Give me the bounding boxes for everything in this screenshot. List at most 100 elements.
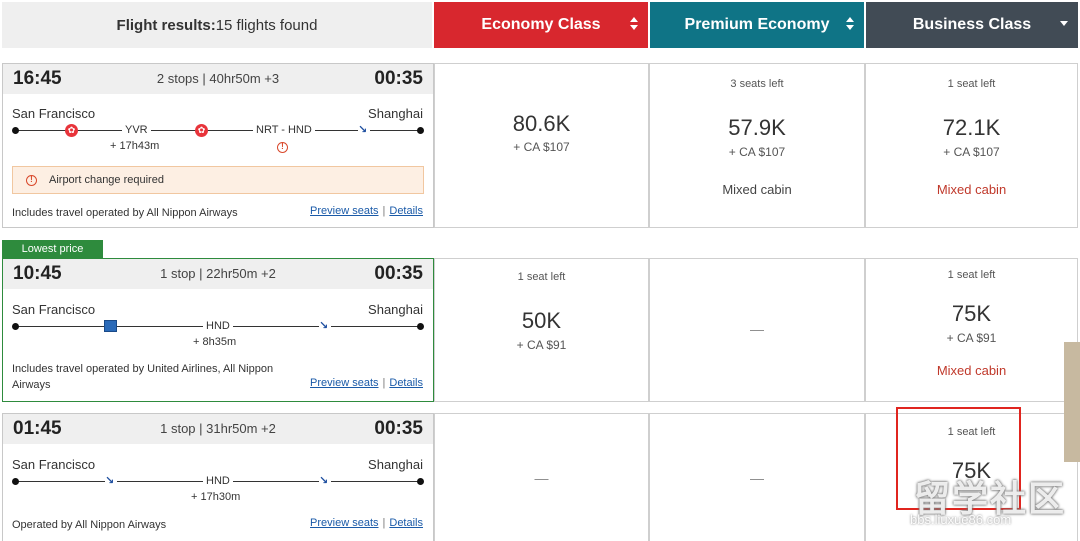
- stops-duration: 1 stop | 22hr50m +2: [160, 266, 276, 281]
- column-business-sort[interactable]: Business Class: [866, 2, 1078, 48]
- seats-left: 1 seat left: [947, 269, 996, 281]
- destination-city: Shanghai: [368, 106, 423, 121]
- preview-seats-link[interactable]: Preview seats: [310, 377, 379, 389]
- flight-card-3[interactable]: 01:45 1 stop | 31hr50m +2 00:35 San Fran…: [2, 413, 434, 541]
- fare-economy-3: —: [434, 413, 649, 541]
- air-canada-logo-icon: ✿: [195, 124, 208, 137]
- watermark-logo: 留学社区: [914, 479, 1067, 520]
- arrival-time: 00:35: [374, 263, 423, 284]
- layover-airport: YVR: [122, 124, 151, 136]
- details-link[interactable]: Details: [389, 377, 423, 389]
- arrival-time: 00:35: [374, 418, 423, 439]
- ana-logo-icon: ↘: [358, 125, 370, 136]
- column-economy-sort[interactable]: Economy Class: [434, 2, 648, 48]
- united-logo-icon: [104, 320, 117, 332]
- operated-by-text: Includes travel operated by United Airli…: [12, 361, 273, 393]
- mixed-cabin-note: Mixed cabin: [722, 182, 792, 197]
- fare-price: 75K: [951, 301, 992, 326]
- destination-dot: [417, 478, 424, 485]
- layover-airport: HND: [203, 475, 233, 487]
- sort-icon: [630, 15, 638, 33]
- warning-icon[interactable]: !: [277, 142, 288, 153]
- layover-duration: + 17h30m: [191, 491, 241, 503]
- destination-dot: [417, 323, 424, 330]
- stops-duration: 1 stop | 31hr50m +2: [160, 421, 276, 436]
- airport-change-alert: ! Airport change required: [12, 166, 424, 194]
- air-canada-logo-icon: ✿: [65, 124, 78, 137]
- fare-price: 57.9K: [728, 115, 786, 140]
- lowest-price-badge: Lowest price: [2, 240, 103, 258]
- ana-logo-icon: ↘: [319, 476, 331, 487]
- destination-city: Shanghai: [368, 302, 423, 317]
- fare-price: 50K: [521, 308, 562, 333]
- column-premium-sort[interactable]: Premium Economy: [650, 2, 864, 48]
- seats-left: 1 seat left: [517, 271, 566, 283]
- seats-left: 3 seats left: [730, 78, 784, 90]
- route-line: [16, 130, 420, 131]
- watermark-url: bbs.liuxue86.com: [910, 512, 1012, 527]
- fare-price: 72.1K: [942, 115, 1001, 140]
- origin-city: San Francisco: [12, 106, 96, 121]
- flight-card-1[interactable]: 16:45 2 stops | 40hr50m +3 00:35 San Fra…: [2, 63, 434, 228]
- origin-dot: [12, 127, 19, 134]
- fare-business-1[interactable]: 1 seat left 72.1K + CA $107 Mixed cabin: [865, 63, 1078, 228]
- fare-unavailable: —: [534, 470, 549, 486]
- fare-premium-2: —: [649, 258, 865, 402]
- origin-city: San Francisco: [12, 302, 96, 317]
- alert-text: Airport change required: [49, 174, 164, 186]
- operated-by-text: Operated by All Nippon Airways: [12, 519, 167, 531]
- mixed-cabin-note: Mixed cabin: [936, 363, 1007, 378]
- fare-premium-1[interactable]: 3 seats left 57.9K + CA $107 Mixed cabin: [649, 63, 865, 228]
- fare-economy-2[interactable]: 1 seat left 50K + CA $91: [434, 258, 649, 402]
- sort-icon: [846, 15, 854, 33]
- warning-icon: !: [26, 175, 37, 186]
- card-links: Preview seats | Details: [310, 517, 423, 529]
- flight-summary-bar: 10:45 1 stop | 22hr50m +2 00:35: [3, 259, 433, 289]
- fare-tax: + CA $107: [728, 145, 786, 159]
- results-count: 15 flights found: [215, 16, 318, 34]
- business-header-label: Business Class: [912, 16, 1032, 33]
- premium-header-label: Premium Economy: [684, 16, 830, 33]
- flight-card-2[interactable]: 10:45 1 stop | 22hr50m +2 00:35 San Fran…: [2, 258, 434, 402]
- preview-seats-link[interactable]: Preview seats: [310, 517, 379, 529]
- details-link[interactable]: Details: [389, 205, 423, 217]
- scrollbar-thumb[interactable]: [1064, 342, 1080, 462]
- highlight-box: [896, 407, 1021, 510]
- origin-dot: [12, 478, 19, 485]
- fare-tax: + CA $107: [513, 140, 570, 154]
- fare-price: 80.6K: [512, 111, 571, 136]
- details-link[interactable]: Details: [389, 517, 423, 529]
- fare-unavailable: —: [750, 321, 764, 337]
- flight-summary-bar: 01:45 1 stop | 31hr50m +2 00:35: [3, 414, 433, 444]
- stops-duration: 2 stops | 40hr50m +3: [156, 71, 280, 86]
- fare-tax: + CA $91: [516, 338, 567, 352]
- fare-price: 75K: [951, 458, 992, 483]
- departure-time: 16:45: [13, 68, 62, 89]
- economy-header-label: Economy Class: [481, 16, 601, 33]
- fare-economy-1[interactable]: 80.6K + CA $107: [434, 63, 649, 228]
- flight-summary-bar: 16:45 2 stops | 40hr50m +3 00:35: [3, 64, 433, 94]
- origin-dot: [12, 323, 19, 330]
- departure-time: 01:45: [13, 418, 62, 439]
- fare-unavailable: —: [750, 470, 764, 486]
- operated-by-text: Includes travel operated by All Nippon A…: [12, 207, 238, 219]
- fare-tax: + CA $107: [943, 145, 1000, 159]
- departure-time: 10:45: [13, 263, 62, 284]
- fare-tax: + CA $91: [946, 331, 997, 345]
- card-links: Preview seats | Details: [310, 205, 423, 217]
- results-summary: Flight results: 15 flights found: [2, 2, 432, 48]
- seats-left: 1 seat left: [947, 426, 996, 438]
- layover-duration: + 17h43m: [110, 140, 160, 152]
- destination-city: Shanghai: [368, 457, 423, 472]
- mixed-cabin-note: Mixed cabin: [936, 182, 1007, 197]
- preview-seats-link[interactable]: Preview seats: [310, 205, 379, 217]
- ana-logo-icon: ↘: [319, 321, 331, 332]
- ana-logo-icon: ↘: [105, 476, 117, 487]
- results-label: Flight results:: [116, 16, 216, 34]
- destination-dot: [417, 127, 424, 134]
- layover-duration: + 8h35m: [193, 336, 237, 348]
- fare-premium-3: —: [649, 413, 865, 541]
- fare-business-2[interactable]: 1 seat left 75K + CA $91 Mixed cabin: [865, 258, 1078, 402]
- seats-left: 1 seat left: [947, 78, 996, 90]
- fare-business-3[interactable]: 1 seat left 75K: [865, 413, 1078, 541]
